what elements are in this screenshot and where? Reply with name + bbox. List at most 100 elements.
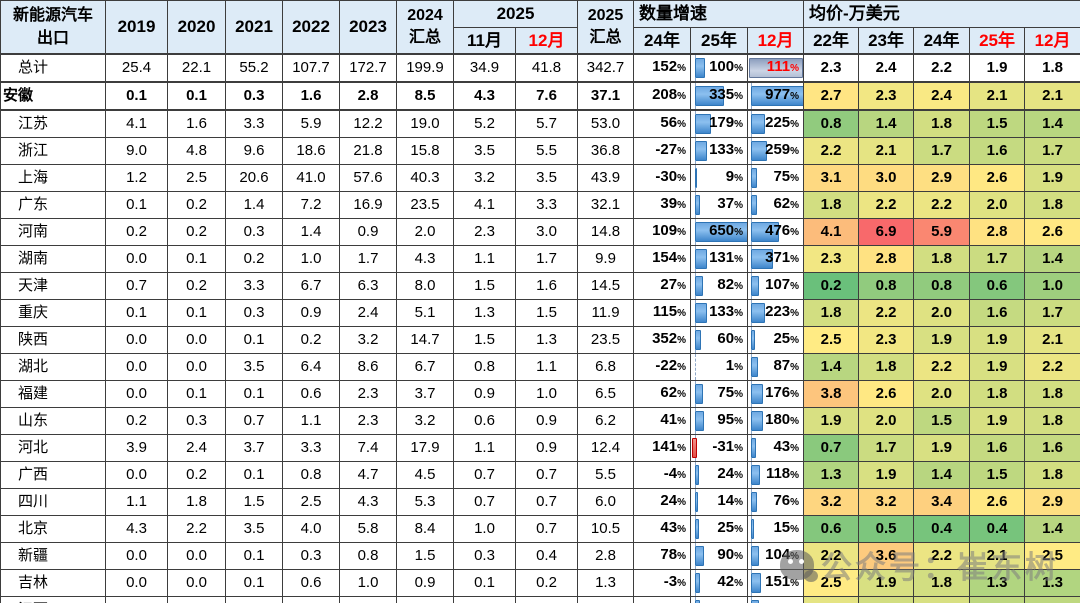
- price-cell: 1.8: [913, 245, 971, 273]
- row-label: 福建: [0, 380, 106, 408]
- export-cell: 6.0: [577, 488, 635, 516]
- export-cell: 0.7: [514, 515, 579, 543]
- growth-value: 152%: [652, 58, 687, 75]
- growth-cell: 115%: [633, 299, 692, 327]
- export-cell: 21.8: [339, 137, 397, 165]
- growth-cell: 95%: [690, 407, 749, 435]
- export-cell: 37.1: [577, 81, 635, 111]
- growth-value: 1%: [725, 357, 744, 374]
- export-cell: 172.7: [339, 53, 397, 83]
- table-row-新疆: 新疆 0.0 0.0 0.1 0.3 0.8 1.5 0.3 0.4 2.8 78% 90% 104% 2…: [0, 542, 1080, 570]
- price-cell: 2.9: [1024, 488, 1080, 516]
- export-cell: 4.1: [105, 109, 168, 138]
- growth-value: 977%: [765, 86, 800, 103]
- growth-cell: -3%: [633, 569, 692, 597]
- export-cell: 3.2: [396, 407, 454, 435]
- export-cell: 3.3: [225, 109, 283, 138]
- price-cell: 2.8: [858, 245, 915, 273]
- export-cell: 2.3: [339, 407, 397, 435]
- growth-cell: 113%: [747, 596, 805, 603]
- price-cell: 1.7: [1024, 299, 1080, 327]
- growth-value: 9%: [725, 168, 744, 185]
- data-bar: [751, 195, 757, 215]
- export-cell: 23.5: [577, 326, 635, 354]
- growth-cell: 40%: [690, 596, 749, 603]
- export-cell: 0.2: [225, 245, 283, 273]
- growth-cell: 133%: [690, 299, 749, 327]
- growth-value: 76%: [773, 492, 800, 509]
- export-cell: 0.0: [105, 380, 168, 408]
- export-cell: 1.5: [453, 272, 516, 300]
- table-row-吉林: 吉林 0.0 0.0 0.1 0.6 1.0 0.9 0.1 0.2 1.3 -3% 42% 151% 2…: [0, 569, 1080, 597]
- export-cell: 1.3: [453, 299, 516, 327]
- export-cell: 1.4: [225, 191, 283, 219]
- price-cell: 1.8: [1024, 53, 1080, 83]
- growth-cell: 82%: [690, 272, 749, 300]
- export-cell: 0.9: [396, 569, 454, 597]
- export-cell: 0.2: [167, 191, 226, 219]
- export-cell: 3.7: [396, 380, 454, 408]
- header-2024-total-line1: 2024: [407, 7, 443, 25]
- price-cell: 0.6: [803, 515, 860, 543]
- export-cell: 1.0: [282, 245, 340, 273]
- growth-value: 62%: [660, 384, 687, 401]
- header-growth-dec: 12月: [747, 27, 805, 55]
- row-label: 天津: [0, 272, 106, 300]
- export-cell: 23.5: [396, 191, 454, 219]
- price-cell: 4.1: [803, 218, 860, 246]
- export-cell: 14.8: [577, 218, 635, 246]
- growth-value: 208%: [652, 86, 687, 103]
- export-cell: 1.5: [396, 542, 454, 570]
- price-cell: 3.6: [858, 542, 915, 570]
- growth-cell: 152%: [633, 53, 692, 83]
- export-cell: 0.0: [105, 353, 168, 381]
- growth-value: 78%: [660, 546, 687, 563]
- export-cell: 5.8: [339, 515, 397, 543]
- growth-cell: 225%: [747, 109, 805, 138]
- table-row-广西: 广西 0.0 0.2 0.1 0.8 4.7 4.5 0.7 0.7 5.5 -4% 24% 118% 1…: [0, 461, 1080, 489]
- growth-value: 60%: [717, 330, 744, 347]
- export-cell: 0.1: [453, 569, 516, 597]
- growth-cell: 179%: [690, 109, 749, 138]
- export-cell: 0.0: [167, 542, 226, 570]
- price-cell: 1.6: [969, 137, 1026, 165]
- price-cell: 2.6: [969, 488, 1026, 516]
- growth-cell: -4%: [633, 461, 692, 489]
- export-cell: 0.7: [105, 272, 168, 300]
- price-cell: 3.1: [803, 164, 860, 192]
- data-bar: [694, 114, 712, 134]
- export-cell: 0.1: [167, 81, 226, 111]
- export-cell: 0.2: [167, 218, 226, 246]
- export-cell: 2.4: [339, 299, 397, 327]
- header-2024-total-line2: 汇总: [408, 29, 441, 46]
- row-label: 新疆: [0, 542, 106, 570]
- growth-cell: 151%: [747, 569, 805, 597]
- price-cell: 2.6: [969, 164, 1026, 192]
- price-cell: 1.7: [913, 137, 971, 165]
- growth-cell: 62%: [747, 191, 805, 219]
- export-cell: 7.6: [514, 81, 579, 111]
- price-cell: 2.2: [913, 353, 971, 381]
- export-cell: 3.2: [453, 164, 516, 192]
- export-cell: 15.8: [396, 137, 454, 165]
- export-cell: 2.0: [396, 218, 454, 246]
- header-2025-total: 2025 汇总: [577, 0, 635, 55]
- growth-value: 95%: [717, 411, 744, 428]
- price-cell: 2.0: [913, 380, 971, 408]
- export-cell: 0.3: [225, 81, 283, 111]
- growth-cell: 25%: [690, 515, 749, 543]
- export-cell: 0.1: [225, 380, 283, 408]
- growth-value: 25%: [717, 519, 744, 536]
- price-cell: 2.2: [803, 542, 860, 570]
- export-cell: 6.7: [396, 353, 454, 381]
- export-cell: 5.2: [339, 596, 397, 603]
- price-cell: 1.5: [969, 461, 1026, 489]
- growth-cell: 37%: [690, 191, 749, 219]
- table-title-line1: 新能源汽车: [12, 6, 93, 24]
- header-2025-group: 2025: [452, 0, 579, 28]
- growth-value: 141%: [652, 438, 687, 455]
- row-label: 湖南: [0, 245, 106, 273]
- price-cell: 1.8: [969, 380, 1026, 408]
- data-bar: [694, 58, 705, 78]
- growth-value: 15%: [773, 519, 800, 536]
